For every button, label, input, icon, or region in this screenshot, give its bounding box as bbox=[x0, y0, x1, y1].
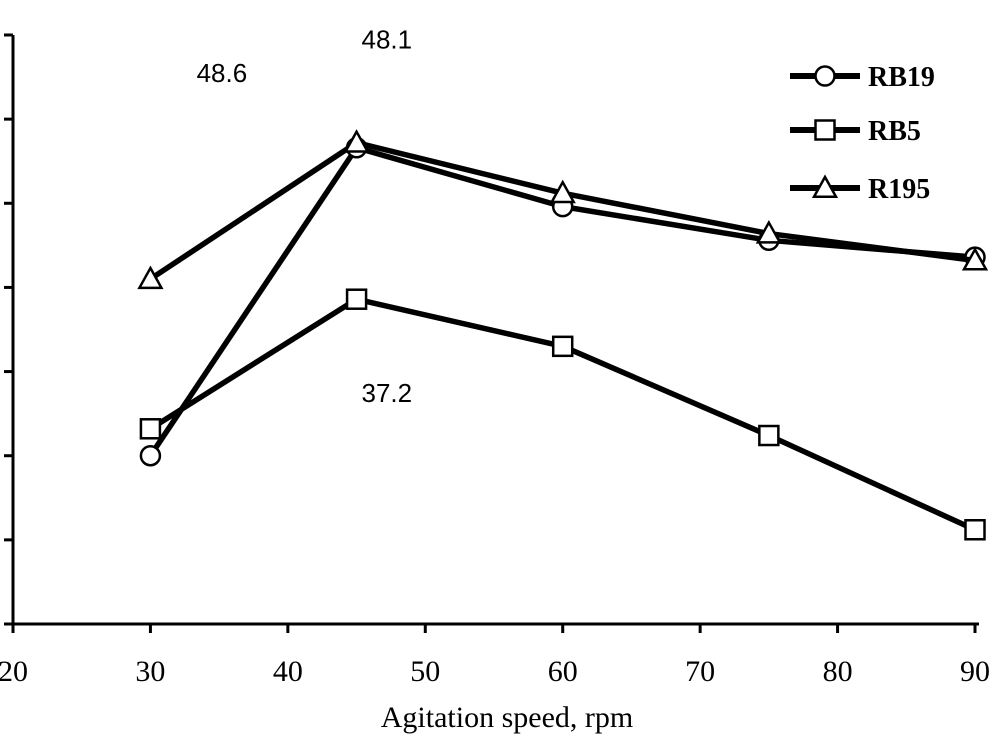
data-point-triangle bbox=[549, 179, 576, 204]
data-point-triangle bbox=[755, 220, 782, 244]
data-point-square bbox=[964, 519, 986, 541]
x-tick-label: 30 bbox=[135, 655, 165, 688]
legend-item-r195: R195 bbox=[790, 174, 930, 205]
x-tick-label: 40 bbox=[273, 655, 303, 688]
data-label: 37.2 bbox=[362, 378, 413, 408]
legend-label: RB19 bbox=[868, 62, 935, 93]
data-point-triangle bbox=[343, 129, 370, 153]
legend: RB19 RB5 R195 bbox=[790, 62, 935, 205]
data-point-square bbox=[551, 335, 574, 358]
x-tick-label: 50 bbox=[410, 655, 440, 688]
legend-item-rb5: RB5 bbox=[790, 116, 921, 147]
x-axis-title: Agitation speed, rpm bbox=[381, 701, 633, 734]
legend-marker-circle bbox=[814, 65, 836, 87]
data-point-triangle bbox=[137, 265, 164, 290]
x-tick-label: 70 bbox=[685, 655, 715, 688]
data-label: 48.6 bbox=[197, 58, 248, 88]
series-line bbox=[148, 296, 977, 533]
x-tick-label: 80 bbox=[823, 655, 853, 688]
legend-marker-triangle bbox=[811, 174, 839, 199]
legend-label: RB5 bbox=[868, 116, 921, 147]
legend-label: R195 bbox=[868, 174, 930, 205]
data-point-square bbox=[139, 418, 162, 440]
data-point-square bbox=[758, 424, 780, 447]
series-r195 bbox=[137, 129, 989, 290]
data-point-circle bbox=[139, 444, 162, 467]
data-label: 48.1 bbox=[362, 24, 413, 54]
x-tick-label: 20 bbox=[0, 655, 28, 688]
annotation-layer: 48.6 48.1 37.2 bbox=[197, 24, 413, 407]
series-rb5 bbox=[139, 288, 986, 541]
x-tick-label: 60 bbox=[548, 655, 578, 688]
legend-marker-square bbox=[814, 119, 836, 141]
axes: 20 30 40 50 60 70 80 90 bbox=[0, 33, 990, 688]
x-tick-label: 90 bbox=[960, 655, 990, 688]
data-point-square bbox=[345, 288, 368, 310]
series-layer bbox=[137, 129, 989, 541]
data-point-triangle bbox=[961, 246, 989, 271]
legend-item-rb19: RB19 bbox=[790, 62, 935, 93]
